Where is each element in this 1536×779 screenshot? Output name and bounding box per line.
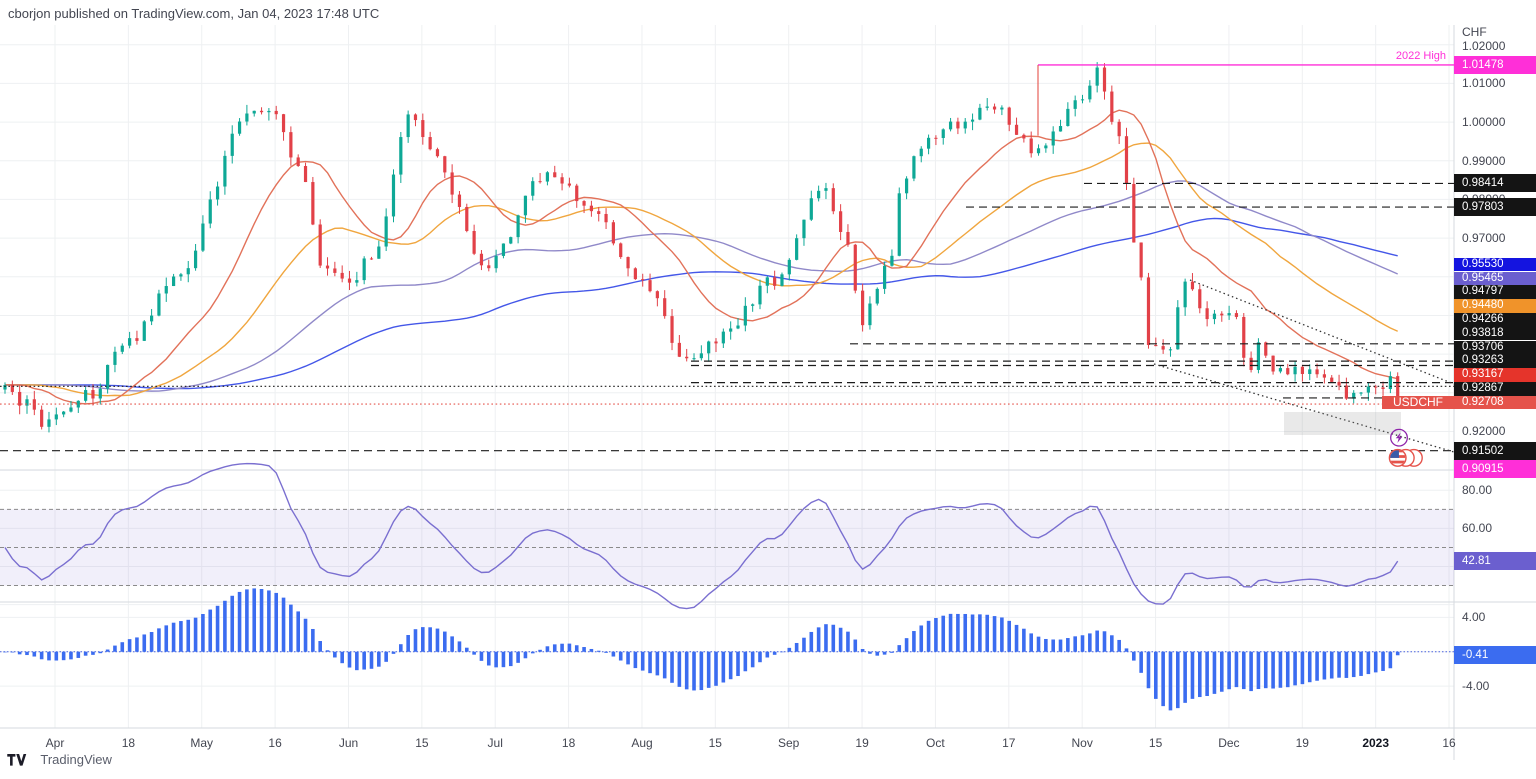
svg-text:2022 High: 2022 High (1396, 50, 1446, 62)
